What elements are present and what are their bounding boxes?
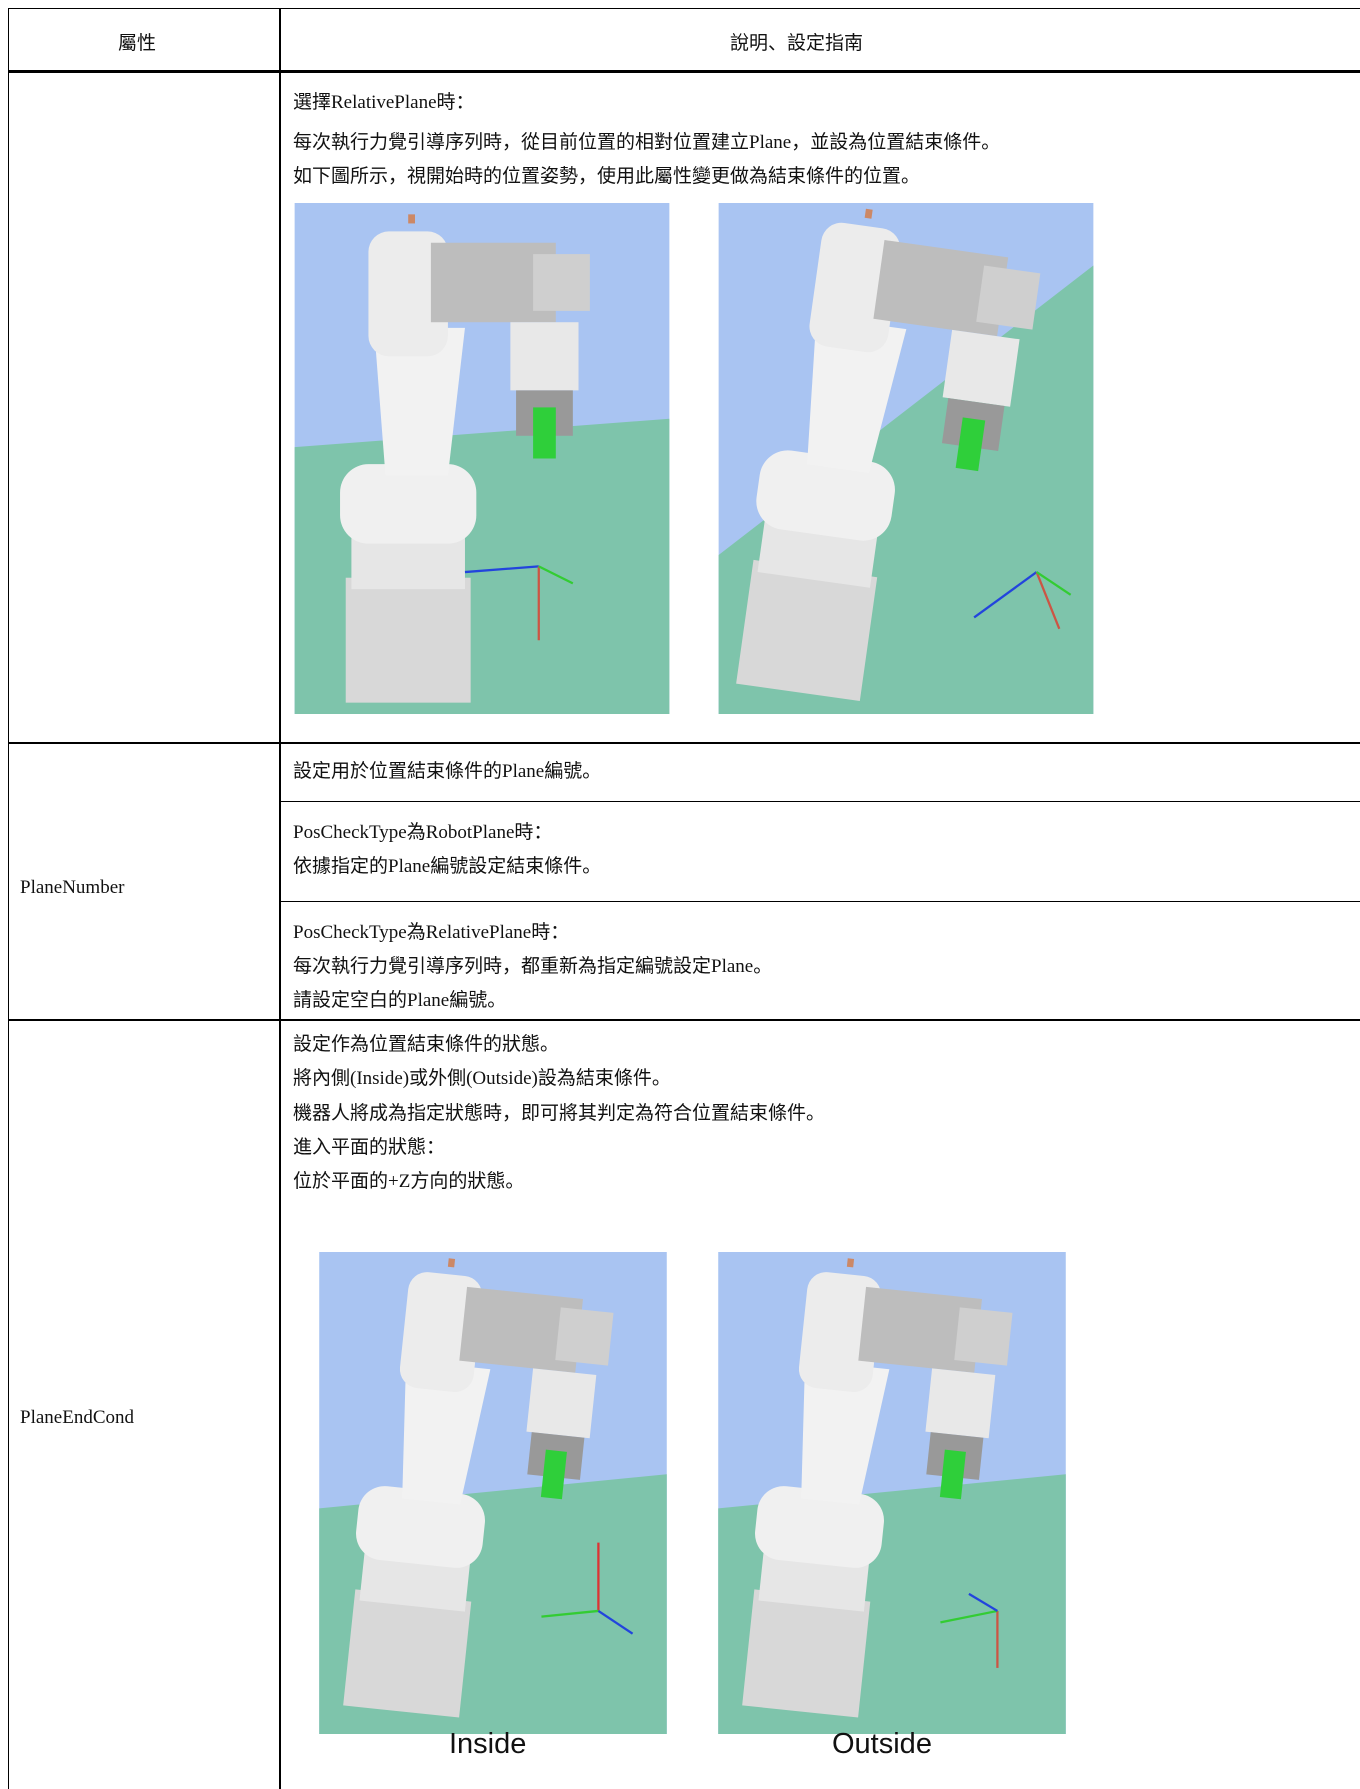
text: 請設定空白的Plane編號。 (293, 990, 507, 1011)
border (279, 8, 281, 1789)
text: 如下圖所示，視開始時的位置姿勢，使用此屬性變更做為結束條件的位置。 (293, 166, 921, 187)
text: 設定作為位置結束條件的狀態。 (293, 1034, 560, 1055)
robot-image (294, 203, 670, 714)
image-caption: Outside (832, 1728, 932, 1760)
text: 將內側(Inside)或外側(Outside)設為結束條件。 (293, 1068, 671, 1089)
border (280, 901, 1360, 902)
robot-image (718, 1252, 1066, 1734)
image-caption: Inside (449, 1728, 527, 1760)
header: 說明、設定指南 (730, 32, 864, 54)
header: 屬性 (118, 32, 157, 54)
property: PlaneNumber (20, 877, 125, 898)
text: 進入平面的狀態： (293, 1137, 446, 1158)
text: 設定用於位置結束條件的Plane編號。 (293, 761, 602, 782)
text: PosCheckType為RelativePlane時： (293, 922, 570, 943)
border (280, 801, 1360, 802)
text: 位於平面的+Z方向的狀態。 (293, 1171, 525, 1192)
text: PosCheckType為RobotPlane時： (293, 822, 553, 843)
property: PlaneEndCond (20, 1407, 134, 1428)
text: 依據指定的Plane編號設定結束條件。 (293, 856, 602, 877)
border (8, 8, 1360, 9)
text: 每次執行力覺引導序列時，從目前位置的相對位置建立Plane，並設為位置結束條件。 (293, 132, 1001, 153)
robot-image (319, 1252, 667, 1734)
border (8, 742, 1360, 744)
border (8, 1019, 1360, 1021)
text: 機器人將成為指定狀態時，即可將其判定為符合位置結束條件。 (293, 1103, 826, 1124)
text: 選擇RelativePlane時： (293, 92, 475, 113)
border (8, 70, 1360, 73)
robot-image (718, 203, 1094, 714)
border (8, 8, 9, 1789)
text: 每次執行力覺引導序列時，都重新為指定編號設定Plane。 (293, 956, 773, 977)
